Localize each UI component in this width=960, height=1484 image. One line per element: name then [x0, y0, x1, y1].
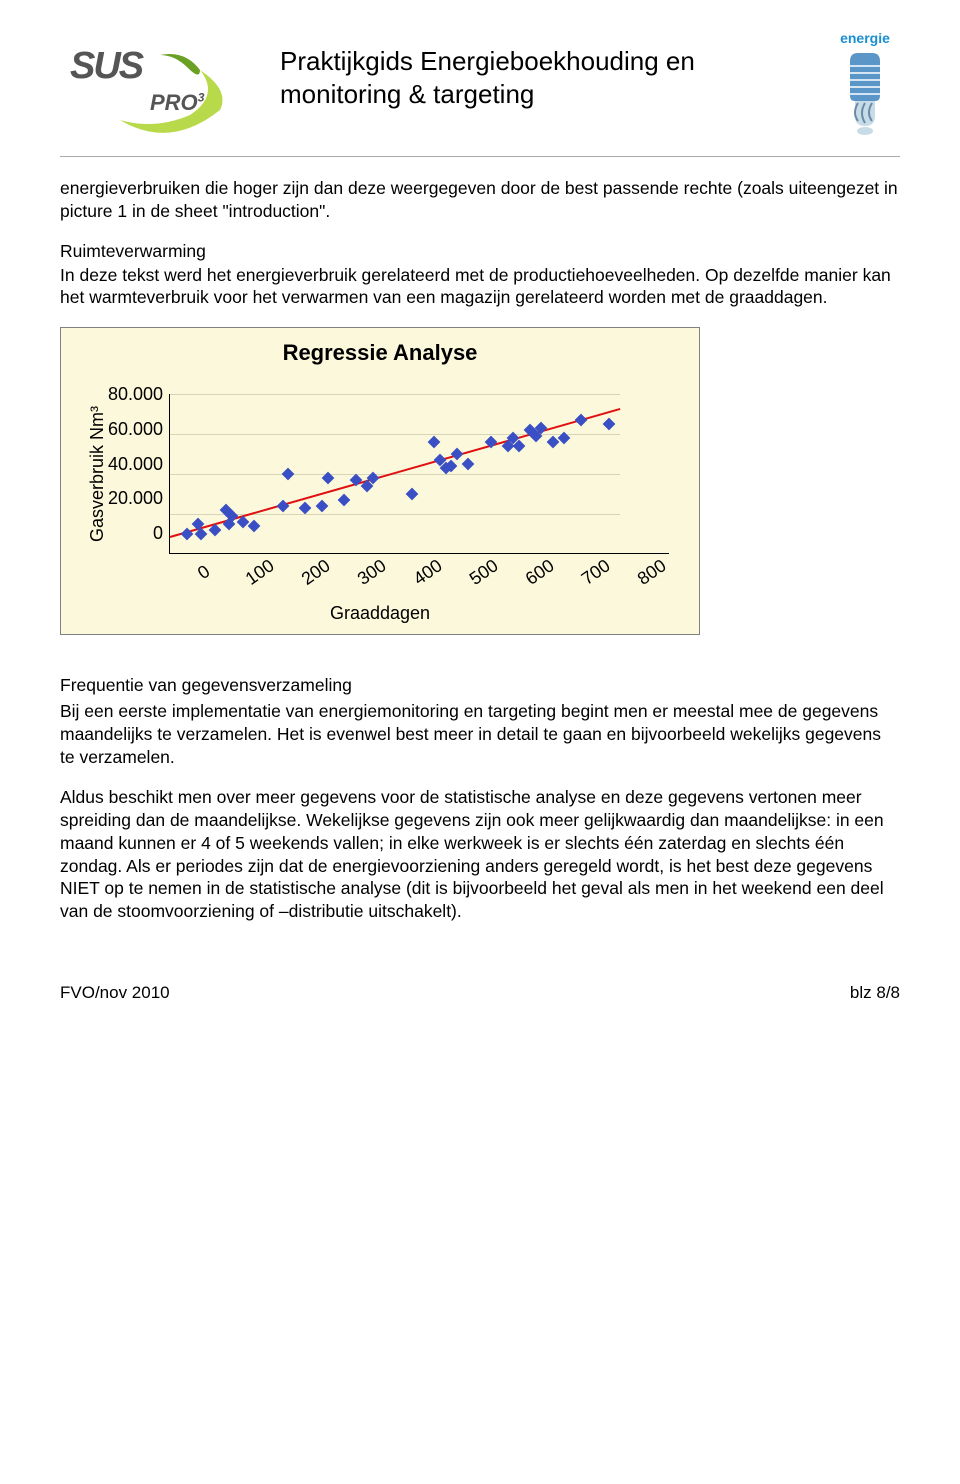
gridline [170, 394, 620, 395]
xtick-label: 0 [175, 548, 233, 597]
xtick-label: 100 [231, 548, 289, 597]
data-marker [282, 468, 295, 481]
footer-right: blz 8/8 [850, 983, 900, 1003]
page-header: SUS PRO3 Praktijkgids Energieboekhouding… [60, 30, 900, 146]
page-footer: FVO/nov 2010 blz 8/8 [60, 983, 900, 1003]
intro-paragraph: energieverbruiken die hoger zijn dan dez… [60, 177, 900, 223]
chart-yticks: 80.000 60.000 40.000 20.000 0 [108, 384, 169, 544]
freq-paragraph-2: Aldus beschikt men over meer gegevens vo… [60, 786, 900, 923]
ytick-label: 60.000 [108, 419, 163, 440]
data-marker [602, 418, 615, 431]
xtick-label: 800 [623, 548, 681, 597]
ytick-label: 40.000 [108, 454, 163, 475]
suspro-logo: SUS PRO3 [60, 30, 260, 140]
data-marker [574, 414, 587, 427]
energie-label: energie [840, 30, 890, 46]
section-body: In deze tekst werd het energieverbruik g… [60, 264, 900, 310]
ytick-label: 20.000 [108, 488, 163, 509]
data-marker [338, 494, 351, 507]
chart-ylabel: Gasverbruik Nm³ [81, 394, 108, 554]
data-marker [299, 502, 312, 515]
section-heading: Ruimteverwarming [60, 241, 900, 262]
chart-xticks: 0100200300400500600700800 [176, 562, 699, 583]
xtick-label: 700 [567, 548, 625, 597]
freq-paragraph-1: Bij een eerste implementatie van energie… [60, 700, 900, 768]
xtick-label: 400 [399, 548, 457, 597]
document-title: Praktijkgids Energieboekhouding en monit… [280, 45, 810, 110]
logo-text-pro: PRO3 [150, 90, 204, 116]
data-marker [406, 488, 419, 501]
chart-xlabel: Graaddagen [61, 603, 699, 624]
ytick-label: 0 [153, 523, 163, 544]
data-marker [451, 448, 464, 461]
logo-text-sus: SUS [70, 45, 142, 88]
freq-heading: Frequentie van gegevensverzameling [60, 675, 900, 696]
chart-plot-area [169, 394, 669, 554]
data-marker [316, 500, 329, 513]
regression-chart: Regressie Analyse Gasverbruik Nm³ 80.000… [60, 327, 700, 635]
data-marker [428, 436, 441, 449]
footer-left: FVO/nov 2010 [60, 983, 170, 1003]
xtick-label: 500 [455, 548, 513, 597]
xtick-label: 600 [511, 548, 569, 597]
bulb-icon [830, 51, 900, 146]
regression-line [170, 408, 621, 538]
data-marker [462, 458, 475, 471]
data-marker [248, 520, 261, 533]
xtick-label: 200 [287, 548, 345, 597]
xtick-label: 300 [343, 548, 401, 597]
gridline [170, 474, 620, 475]
ytick-label: 80.000 [108, 384, 163, 405]
energie-block: energie [830, 30, 900, 146]
header-divider [60, 156, 900, 157]
